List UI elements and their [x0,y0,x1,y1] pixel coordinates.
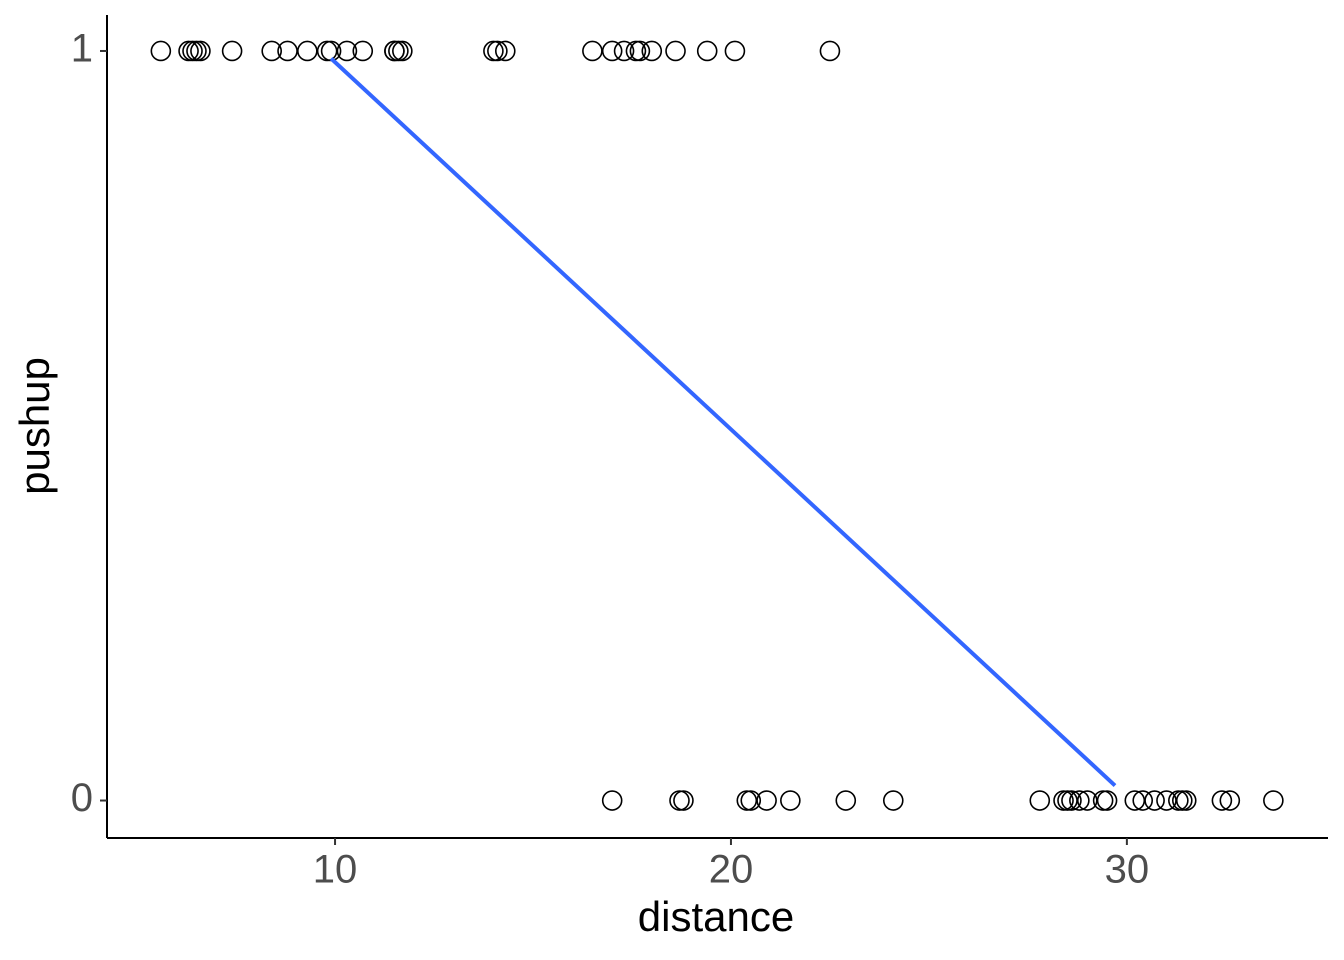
point [1144,790,1165,811]
point [736,790,758,811]
point [1029,790,1051,811]
point [629,40,651,62]
point [724,40,746,62]
point [1061,790,1082,811]
x-axis-title: distance [638,893,794,940]
point [1175,790,1197,811]
point [1132,790,1154,811]
point [601,790,623,811]
point [601,40,623,62]
point [1211,790,1233,811]
x-tick-label: 10 [313,848,358,892]
point [261,40,283,62]
fit-line [329,57,1117,787]
y-tick-label: 0 [71,776,93,820]
x-tick-label: 30 [1105,848,1150,892]
y-axis-title: pushup [11,357,58,495]
point [1069,790,1090,811]
y-tick-label: 1 [71,27,93,71]
point [483,40,504,62]
x-tick-label: 20 [709,848,754,892]
point [384,40,405,62]
point [388,40,409,62]
point [1096,790,1118,811]
point [336,40,358,62]
point [392,40,413,62]
point [182,40,203,62]
point [297,40,318,62]
point [669,790,690,811]
point [756,790,777,811]
point [740,790,762,811]
point [641,40,663,62]
point [150,40,172,62]
point [316,40,338,62]
point [352,40,374,62]
point [1057,790,1078,811]
point [487,40,508,62]
point [696,40,718,62]
point [780,790,801,811]
point [819,40,841,62]
point [1263,790,1284,811]
point [190,40,211,62]
point [178,40,199,62]
point [1168,790,1189,811]
point [186,40,207,62]
point [835,790,857,811]
point [613,40,635,62]
point [1219,790,1241,811]
point [882,790,904,811]
point [221,40,243,62]
point [1124,790,1146,811]
point [582,40,603,62]
point [665,40,686,62]
point [494,40,516,62]
point [673,790,694,811]
